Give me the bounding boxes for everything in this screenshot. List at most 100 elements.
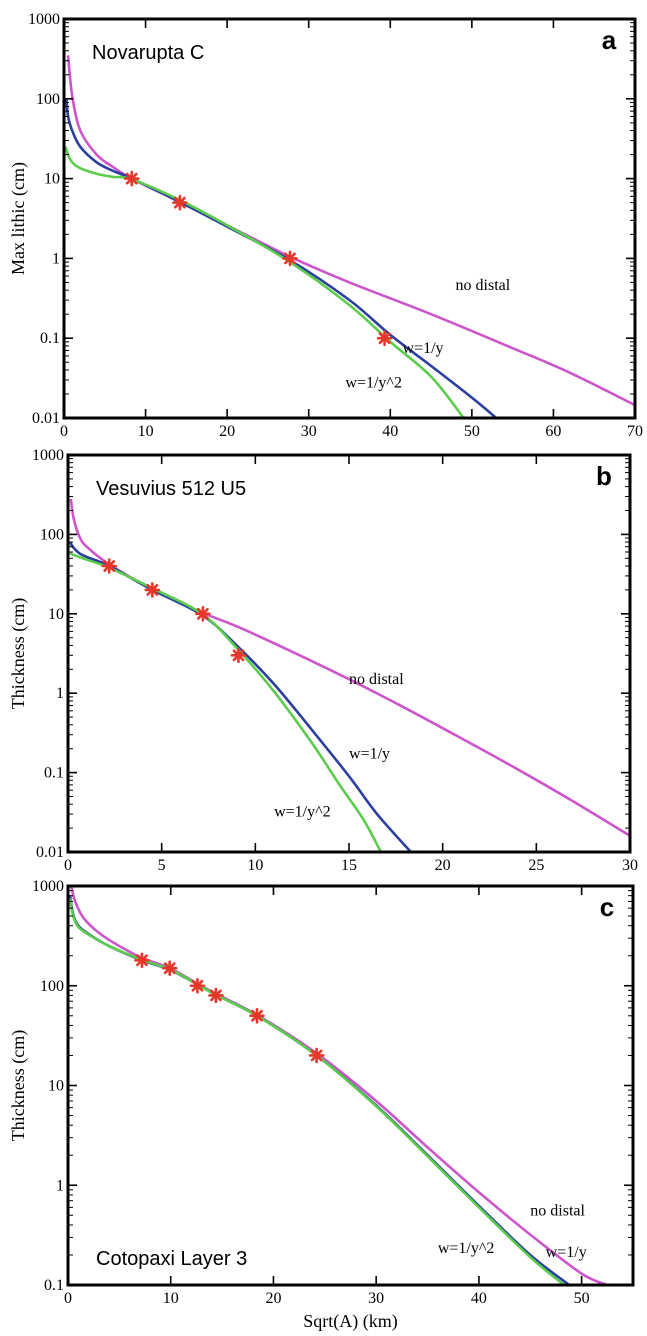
data-point-stroke [136,954,148,967]
data-point-stroke [378,332,391,345]
observation-points [134,952,325,1064]
x-tick-label: 60 [545,423,561,440]
y-tick-label: 100 [40,526,64,543]
y-tick-label: 100 [36,91,60,108]
x-tick-label: 10 [163,1290,179,1307]
series-line-w-1-y [68,895,571,1285]
series-line-w-1-y-2 [69,552,382,852]
plot-frame [62,17,637,420]
data-point-stroke [210,989,222,1002]
panel-letter: a [602,25,617,55]
x-tick-label: 0 [64,1290,72,1307]
series-line-w-1-y [65,98,498,418]
data-point [189,977,206,994]
data-point [195,605,211,622]
x-tick-label: 5 [158,857,166,874]
data-point [172,194,188,211]
y-tick-label: 1 [52,250,60,267]
y-tick-label: 1000 [32,878,64,895]
data-point-stroke [163,962,176,975]
curve-annotation: w=1/y^2 [438,1240,495,1257]
x-axis-label: Sqrt(A) (km) [303,1311,397,1332]
panel-title: Vesuvius 512 U5 [96,478,246,500]
plot-frame [66,453,632,854]
panel-letter: b [596,461,612,491]
curves [64,55,635,418]
y-axis-label: Thickness (cm) [8,598,29,709]
x-tick-label: 70 [627,423,643,440]
x-tick-label: 30 [622,857,638,874]
curve-annotation: w=1/y [349,746,390,763]
panel-letter: c [600,892,614,922]
curves [68,886,608,1285]
panel-title: Novarupta C [92,42,204,64]
y-tick-label: 1000 [32,447,64,464]
data-point-stroke [284,252,296,265]
data-point [282,250,298,267]
y-tick-label: 0.01 [36,844,64,861]
chart-panel-a: 0.01 0.1 1 10 100 1000 0 10 20 30 40 50 60 70 Max lith… [8,11,643,440]
y-tick-label: 0.1 [44,1277,64,1294]
data-point [161,960,178,976]
y-tick-label: 10 [48,606,64,623]
series-line-w-1-y-2 [64,146,465,418]
data-point-stroke [146,584,159,596]
y-tick-label: 0.01 [32,410,60,427]
y-tick-label: 0.1 [44,765,64,782]
y-tick-label: 10 [44,171,60,188]
data-point [230,647,247,664]
data-point-stroke [251,1009,263,1022]
x-tick-label: 20 [219,423,235,440]
data-point [134,952,150,969]
observation-points [123,170,393,347]
x-tick-label: 10 [247,857,263,874]
y-tick-label: 10 [48,1078,64,1095]
data-point [308,1047,325,1064]
data-point-stroke [232,649,245,662]
x-tick-label: 20 [265,1290,281,1307]
y-tick-label: 1 [56,685,64,702]
x-tick-label: 0 [64,857,72,874]
y-axis-label: Thickness (cm) [8,1030,29,1141]
data-point-stroke [196,607,209,620]
data-point [376,330,393,347]
x-tick-label: 30 [368,1290,384,1307]
data-point [101,558,118,574]
data-point-stroke [125,172,138,185]
x-tick-label: 50 [574,1290,590,1307]
series-line-no-distal [69,886,608,1285]
data-point [123,170,140,187]
y-tick-label: 1 [56,1177,64,1194]
data-point-stroke [103,560,116,572]
data-point [249,1007,265,1024]
y-tick-label: 0.1 [40,330,60,347]
series-line-no-distal [66,55,635,407]
x-tick-label: 40 [382,423,398,440]
x-tick-label: 25 [528,857,544,874]
curve-annotation: no distal [456,277,511,294]
data-point-stroke [173,196,186,209]
curve-annotation: w=1/y [403,340,444,357]
curve-annotation: w=1/y^2 [345,375,402,392]
panel-title: Cotopaxi Layer 3 [96,1248,247,1270]
curve-annotation: no distal [530,1202,585,1219]
chart-panel-b: 0.01 0.1 1 10 100 1000 0 5 10 15 20 25 30 Thickness (… [8,447,638,874]
x-tick-label: 0 [60,423,68,440]
x-tick-label: 40 [471,1290,487,1307]
curve-annotation: w=1/y^2 [274,803,331,820]
series-line-no-distal [69,498,630,837]
x-tick-label: 15 [341,857,357,874]
plot-frame [66,884,635,1287]
y-tick-label: 100 [40,978,64,995]
curve-annotation: no distal [349,671,404,688]
data-point [208,987,224,1004]
data-point-stroke [310,1049,323,1062]
observation-points [101,558,247,664]
chart-panel-c: 0.1 1 10 100 1000 0 10 20 30 40 50 Thickness (cm) Sq… [8,878,635,1332]
data-point [144,582,161,598]
curve-annotation: w=1/y [546,1244,587,1261]
data-point-stroke [191,979,204,992]
x-tick-label: 20 [435,857,451,874]
x-tick-label: 30 [301,423,317,440]
